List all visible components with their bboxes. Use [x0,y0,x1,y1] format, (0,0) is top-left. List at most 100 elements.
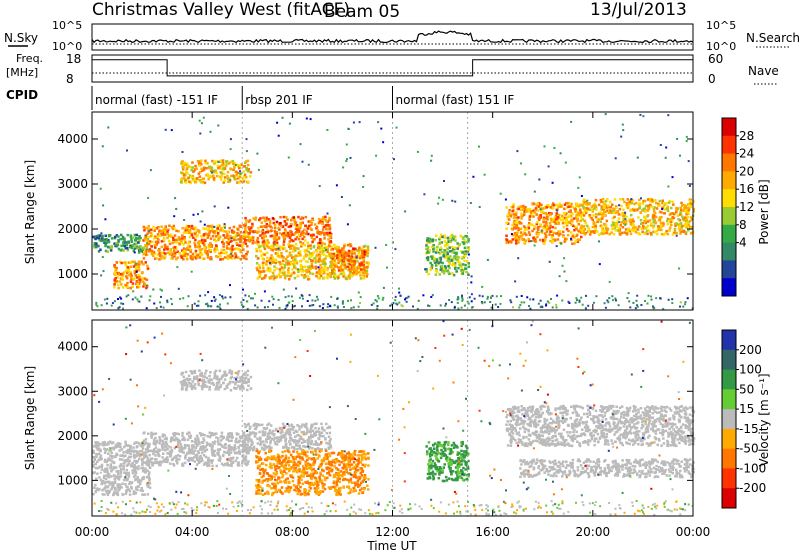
echo-cell [687,203,691,207]
echo-cell [217,440,220,443]
ground-scatter-cell [512,306,514,309]
echo-cell [200,457,203,460]
echo-cell [164,255,167,258]
noise-cell [469,202,472,204]
echo-cell [534,240,537,243]
echo-cell [467,240,470,243]
echo-cell [652,208,656,211]
echo-cell [160,245,164,249]
echo-cell [106,464,109,467]
ground-scatter-cell [526,296,529,299]
echo-cell [230,250,233,254]
echo-cell [640,227,644,230]
echo-cell [258,275,261,279]
echo-cell [615,225,619,228]
noise-cell [441,198,444,201]
echo-cell [308,266,312,270]
echo-cell [95,477,98,480]
echo-cell [124,454,127,457]
noise-cell [346,158,348,161]
echo-cell [297,251,301,254]
echo-cell [190,227,193,230]
echo-cell [96,460,99,464]
echo-cell [263,261,266,265]
echo-cell [347,249,351,253]
echo-cell [223,372,227,376]
freq-label-2: [MHz] [6,66,38,79]
echo-cell [287,243,290,246]
echo-cell [229,377,233,380]
echo-cell [143,250,146,254]
echo-cell [207,459,210,463]
echo-cell [274,261,277,265]
echo-cell [131,244,134,247]
echo-cell [113,285,116,289]
ground-scatter-cell [518,306,521,309]
echo-cell [445,268,448,272]
echo-cell [272,258,275,262]
echo-cell [585,211,588,215]
echo-cell [201,440,204,444]
echo-cell [432,259,436,262]
echo-cell [347,259,350,262]
echo-cell [103,469,107,473]
echo-cell [315,271,319,274]
echo-cell [187,248,190,251]
echo-cell [340,257,343,260]
echo-cell [224,164,228,168]
noise-cell [530,240,533,243]
noise-cell [614,157,617,160]
echo-cell [343,243,346,246]
echo-cell [154,432,158,435]
echo-cell [194,251,197,255]
echo-cell [671,215,674,219]
echo-cell [293,276,297,280]
echo-cell [220,248,224,252]
echo-cell [192,255,195,259]
echo-cell [115,445,119,448]
echo-cell [678,213,682,216]
echo-cell [324,254,328,258]
noise-cell [424,268,427,271]
echo-cell [648,219,652,222]
echo-cell [569,210,572,213]
echo-cell [444,266,447,269]
echo-cell [118,449,121,452]
ground-scatter-cell [532,298,535,301]
noise-cell [203,223,206,226]
echo-cell [141,443,144,447]
echo-cell [618,230,621,234]
echo-cell [154,458,157,461]
echo-cell [619,224,622,227]
echo-cell [239,376,242,379]
echo-cell [106,475,110,478]
noise-cell [197,213,199,216]
echo-cell [287,268,290,272]
echo-cell [590,205,594,209]
echo-cell [127,462,130,466]
echo-cell [98,447,101,450]
echo-cell [156,235,159,238]
echo-cell [555,203,558,207]
echo-cell [576,220,579,223]
echo-cell [185,377,189,380]
ground-scatter-cell [653,306,656,309]
echo-cell [643,232,646,235]
echo-cell [118,280,122,283]
echo-cell [138,457,141,461]
echo-cell [185,381,188,384]
echo-cell [243,373,246,376]
echo-cell [281,256,285,259]
echo-cell [600,200,603,204]
ground-scatter-cell [392,302,395,305]
echo-cell [212,178,216,182]
echo-cell [271,261,274,264]
echo-cell [140,459,144,463]
noise-cell [467,253,470,256]
noise-cell [245,138,248,141]
echo-cell [194,437,197,440]
echo-cell [148,442,151,446]
echo-cell [272,221,275,225]
echo-cell [104,449,107,453]
echo-cell [295,230,298,234]
